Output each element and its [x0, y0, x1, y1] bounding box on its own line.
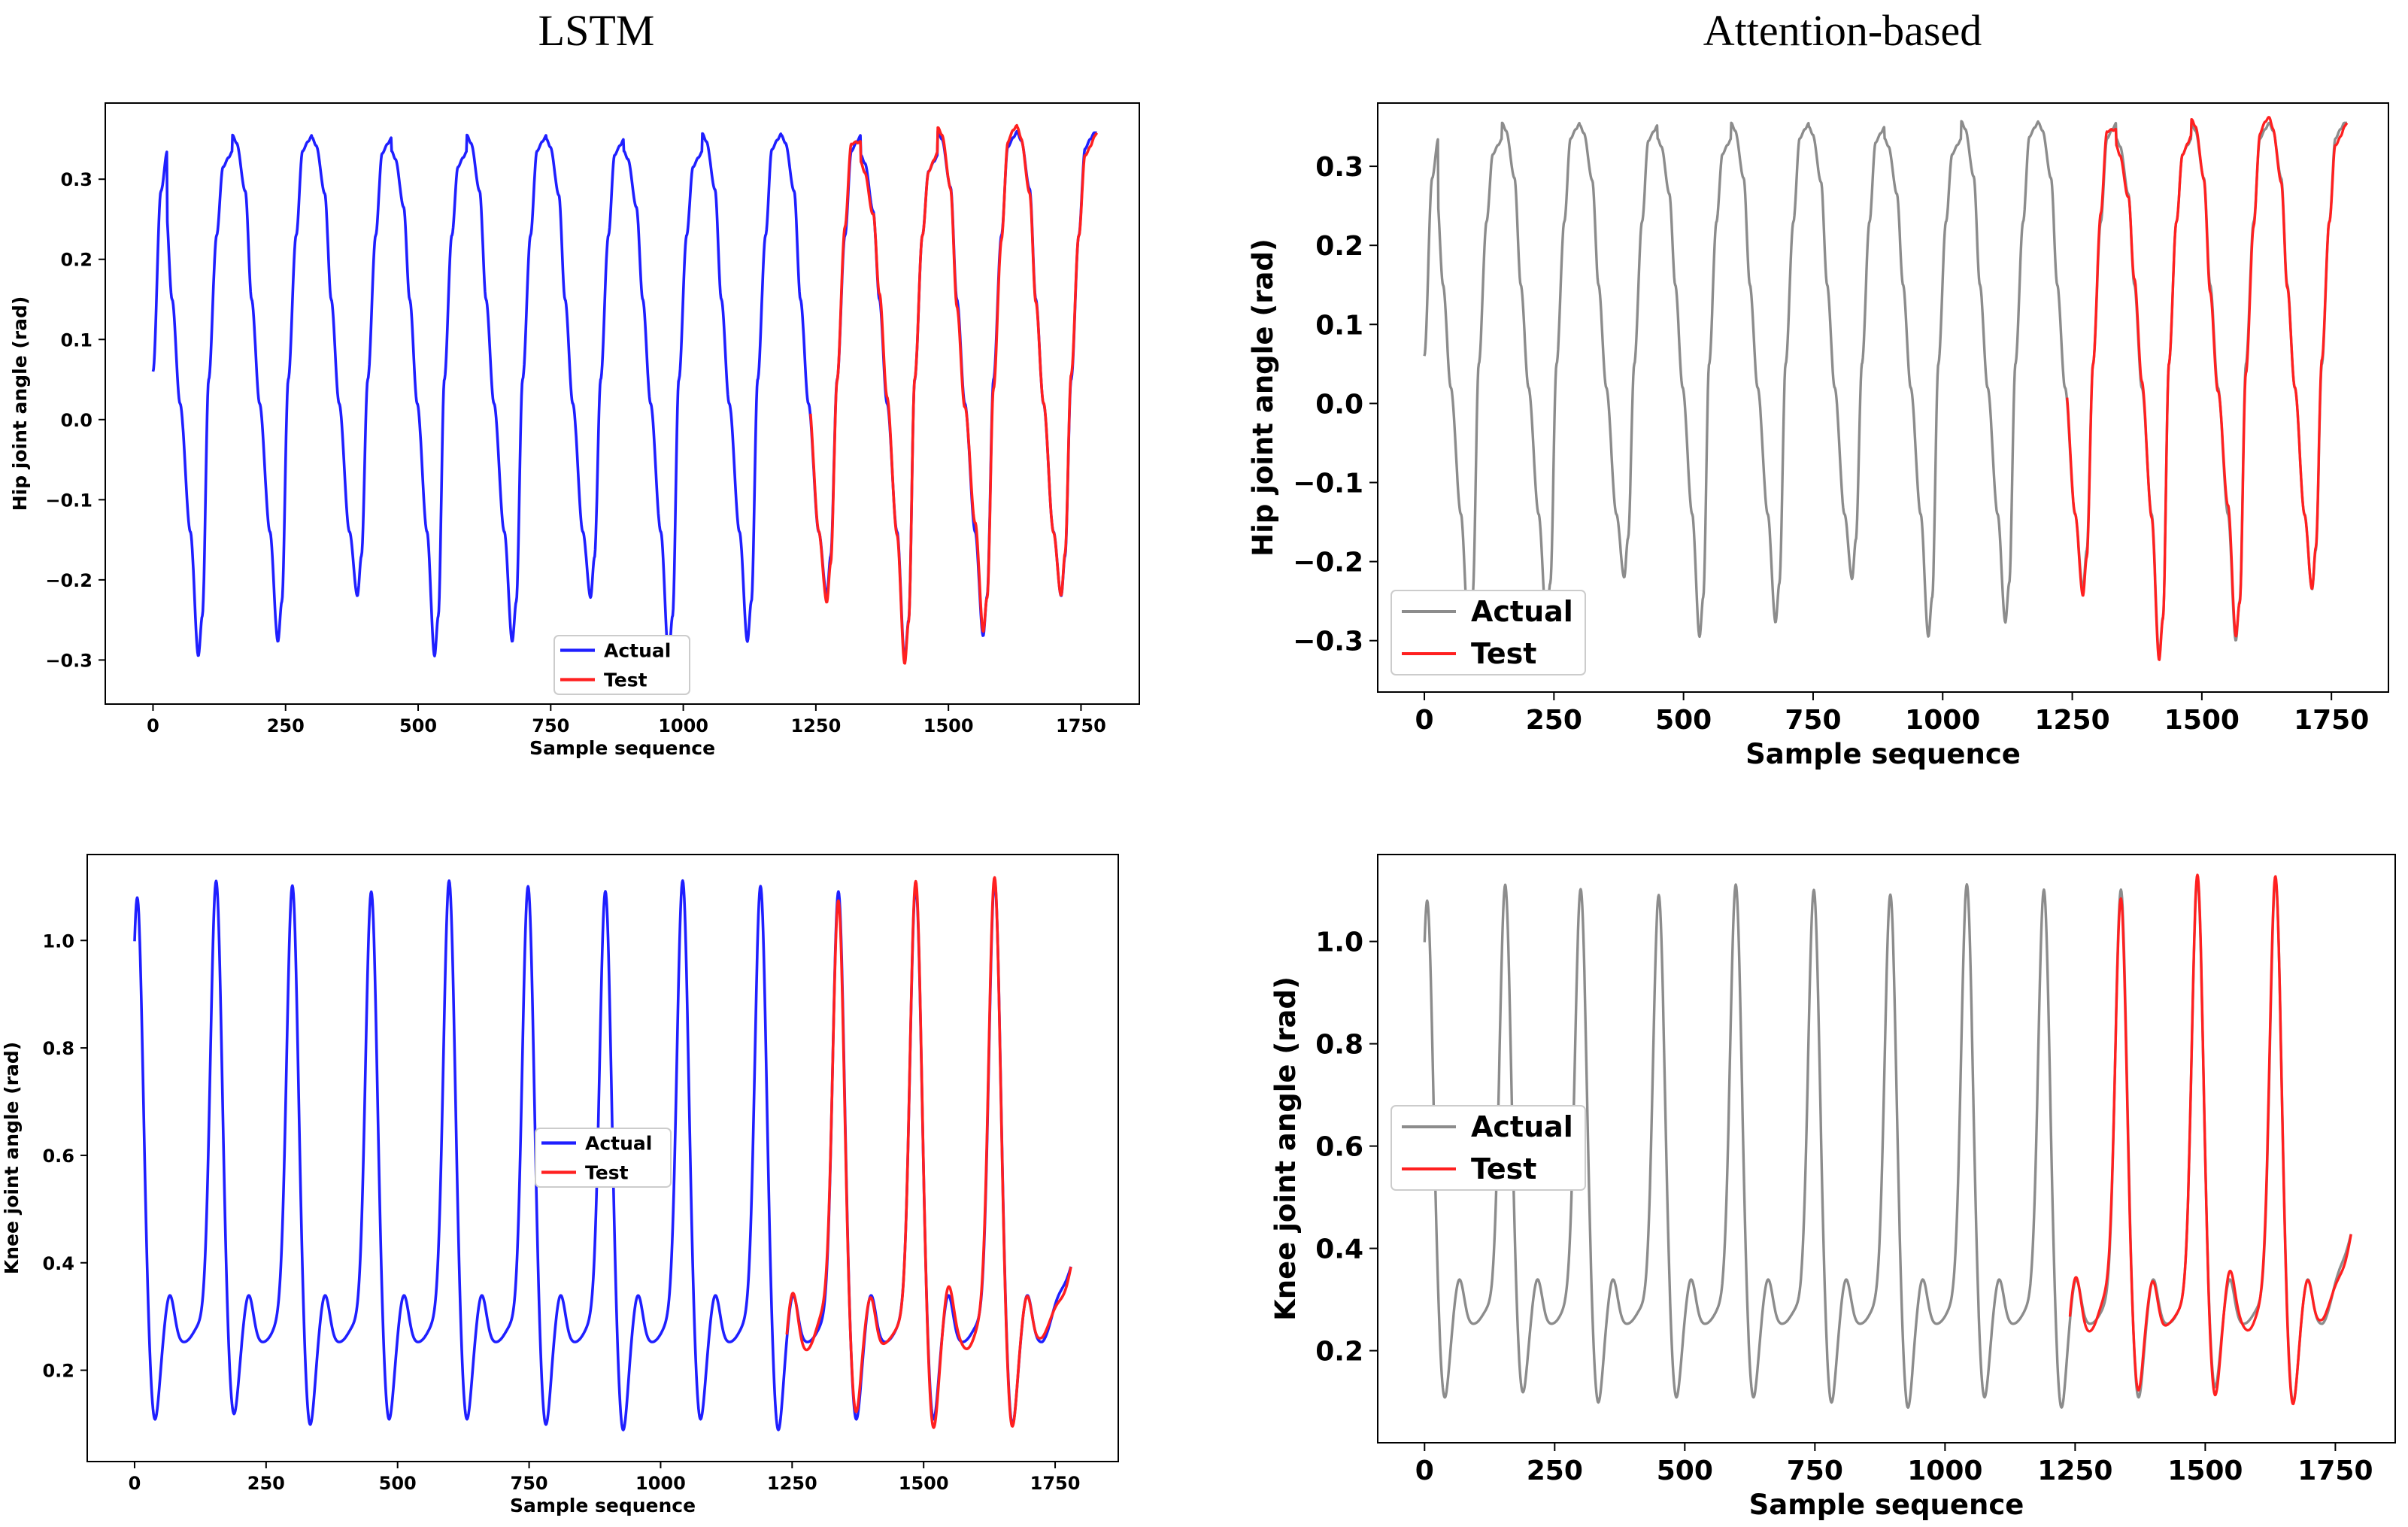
y-tick-label: 0.2: [1315, 1337, 1363, 1368]
y-tick-label: 0.8: [1315, 1030, 1363, 1061]
x-tick-label: 1500: [2167, 1456, 2243, 1486]
legend-label-actual: Actual: [585, 1133, 652, 1155]
x-tick-label: 0: [1415, 705, 1433, 736]
y-tick-label: 0.6: [1315, 1132, 1363, 1163]
y-tick-label: 0.2: [42, 1361, 74, 1382]
x-axis-label: Sample sequence: [510, 1495, 696, 1516]
hip-attention-chart: 0 250 500 750 1000 1250 1500 1750 −0.3 −0.2 −0.1 0.…: [1247, 102, 2389, 770]
legend-label-actual: Actual: [1471, 595, 1573, 628]
x-tick-label: 0: [147, 715, 159, 736]
y-tick-label: −0.1: [1293, 468, 1363, 499]
hip-lstm-chart: 0 250 500 750 1000 1250 1500 1750 −0.3 −0.2 −0.1 0.…: [9, 102, 1140, 759]
y-tick-label: 0.4: [1315, 1234, 1363, 1265]
y-tick-label: 0.3: [1315, 152, 1363, 183]
x-tick-label: 1000: [1905, 705, 1980, 736]
legend-label-test: Test: [585, 1162, 629, 1184]
y-tick-label: 1.0: [42, 930, 74, 952]
x-tick-label: 1500: [899, 1473, 949, 1494]
y-tick-label: 0.0: [1315, 389, 1363, 420]
attention-column-title: Attention-based: [1703, 6, 1982, 55]
x-axis-label: Sample sequence: [1745, 738, 2021, 770]
x-tick-label: 750: [1785, 705, 1841, 736]
y-axis-label: Hip joint angle (rad): [9, 296, 31, 512]
y-tick-label: 0.4: [42, 1253, 74, 1274]
y-tick-label: −0.3: [45, 650, 92, 671]
y-axis-label: Knee joint angle (rad): [1, 1042, 23, 1274]
x-tick-label: 500: [399, 715, 437, 736]
series-line-actual: [151, 129, 1098, 661]
x-tick-label: 1750: [2297, 1456, 2373, 1486]
y-tick-label: 0.6: [42, 1146, 74, 1167]
x-tick-label: 1250: [790, 715, 841, 736]
x-tick-label: 0: [129, 1473, 141, 1494]
y-tick-label: 0.1: [60, 329, 92, 351]
x-tick-label: 250: [1526, 705, 1582, 736]
series-line-test: [785, 876, 1072, 1429]
legend-label-actual: Actual: [1471, 1110, 1573, 1143]
x-tick-label: 1000: [658, 715, 708, 736]
y-tick-label: 0.0: [60, 410, 92, 431]
x-tick-label: 1000: [1907, 1456, 1982, 1486]
x-tick-label: 500: [379, 1473, 417, 1494]
legend-label-test: Test: [1471, 637, 1536, 670]
x-tick-label: 250: [267, 715, 305, 736]
x-tick-label: 500: [1657, 1456, 1713, 1486]
series-line-test: [809, 123, 1099, 665]
x-axis-label: Sample sequence: [529, 737, 715, 759]
x-tick-label: 250: [1527, 1456, 1583, 1486]
x-tick-label: 1750: [1030, 1473, 1081, 1494]
knee-lstm-chart: 0 250 500 750 1000 1250 1500 1750 0.2 0.4 0.6 0.8 1.…: [1, 854, 1119, 1516]
chart-legend: Actual Test: [535, 1128, 672, 1188]
x-tick-label: 1500: [923, 715, 974, 736]
y-tick-label: 0.8: [42, 1038, 74, 1059]
chart-legend: Actual Test: [1391, 1105, 1586, 1191]
x-tick-label: 1250: [2037, 1456, 2112, 1486]
x-tick-label: 1250: [767, 1473, 817, 1494]
y-tick-label: 0.1: [1315, 310, 1363, 341]
y-tick-label: 1.0: [1315, 927, 1363, 958]
y-tick-label: −0.2: [45, 570, 92, 591]
y-tick-label: 0.3: [60, 169, 92, 190]
chart-legend: Actual Test: [1391, 590, 1586, 675]
chart-legend: Actual Test: [553, 635, 690, 695]
x-tick-label: 750: [532, 715, 569, 736]
legend-label-actual: Actual: [604, 640, 671, 662]
x-axis-label: Sample sequence: [1749, 1489, 2024, 1521]
x-tick-label: 750: [511, 1473, 548, 1494]
y-tick-label: 0.2: [60, 250, 92, 271]
x-tick-label: 750: [1787, 1456, 1843, 1486]
series-line-actual: [1423, 120, 2348, 657]
x-tick-label: 250: [247, 1473, 285, 1494]
series-line-test: [2068, 873, 2352, 1406]
y-tick-label: −0.2: [1293, 548, 1363, 578]
x-tick-label: 500: [1655, 705, 1712, 736]
x-tick-label: 1000: [635, 1473, 686, 1494]
x-tick-label: 1500: [2164, 705, 2240, 736]
plot-area: [105, 102, 1140, 705]
legend-label-test: Test: [1471, 1152, 1536, 1185]
x-tick-label: 1750: [1056, 715, 1106, 736]
x-tick-label: 1750: [2294, 705, 2369, 736]
y-tick-label: −0.1: [45, 490, 92, 511]
y-tick-label: −0.3: [1293, 627, 1363, 657]
x-tick-label: 1250: [2034, 705, 2109, 736]
y-axis-label: Hip joint angle (rad): [1247, 238, 1279, 557]
lstm-column-title: LSTM: [538, 6, 655, 55]
legend-label-test: Test: [604, 669, 647, 691]
y-axis-label: Knee joint angle (rad): [1269, 976, 1302, 1321]
knee-attention-chart: 0 250 500 750 1000 1250 1500 1750 0.2 0.4 0.6 0.8 1.…: [1269, 854, 2396, 1521]
series-line-test: [2066, 116, 2349, 661]
x-tick-label: 0: [1415, 1456, 1434, 1486]
y-tick-label: 0.2: [1315, 231, 1363, 262]
